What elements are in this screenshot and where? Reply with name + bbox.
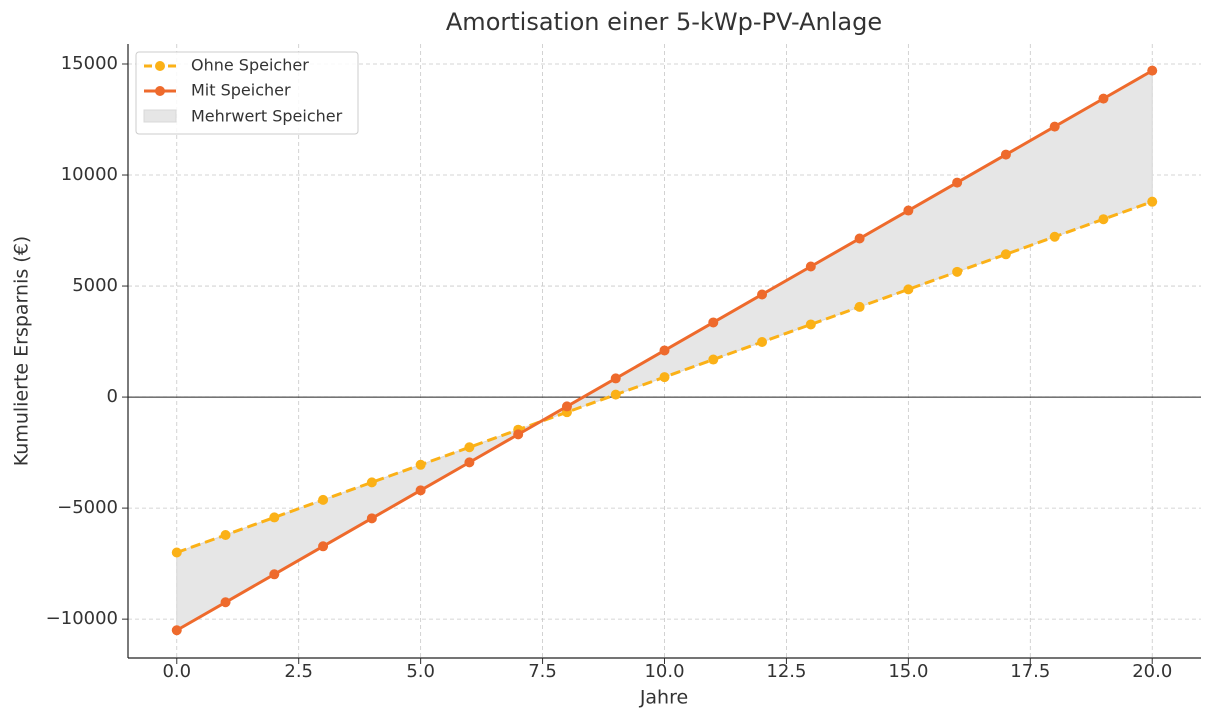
point bbox=[610, 389, 621, 400]
point bbox=[1147, 196, 1158, 207]
x-axis-label: Jahre bbox=[639, 687, 688, 709]
x-tick-label: 20.0 bbox=[1132, 661, 1172, 682]
legend-label: Mit Speicher bbox=[191, 81, 291, 100]
point bbox=[757, 337, 768, 348]
x-tick-label: 0.0 bbox=[162, 661, 191, 682]
legend-label: Mehrwert Speicher bbox=[191, 107, 343, 126]
point bbox=[415, 459, 426, 470]
point bbox=[1147, 65, 1158, 76]
legend-marker bbox=[155, 86, 165, 96]
point bbox=[561, 401, 572, 412]
point bbox=[903, 284, 914, 295]
point bbox=[952, 266, 963, 277]
legend-box bbox=[135, 51, 359, 135]
point bbox=[464, 457, 475, 468]
point bbox=[220, 597, 231, 608]
point bbox=[805, 319, 816, 330]
point bbox=[464, 442, 475, 453]
y-axis-label: Kumulierte Ersparnis (€) bbox=[11, 236, 33, 466]
point bbox=[1000, 249, 1011, 260]
y-tick-label: 15000 bbox=[61, 53, 118, 74]
point bbox=[318, 541, 329, 552]
legend-swatch bbox=[143, 109, 177, 123]
point bbox=[415, 485, 426, 496]
point bbox=[1098, 214, 1109, 225]
x-tick-label: 5.0 bbox=[406, 661, 435, 682]
point bbox=[708, 317, 719, 328]
x-tick-label: 17.5 bbox=[1010, 661, 1050, 682]
point bbox=[1098, 93, 1109, 104]
point bbox=[1049, 231, 1060, 242]
x-tick-label: 7.5 bbox=[528, 661, 557, 682]
point bbox=[269, 569, 280, 580]
point bbox=[708, 354, 719, 365]
y-tick-label: −10000 bbox=[46, 608, 118, 629]
legend-label: Ohne Speicher bbox=[191, 56, 309, 75]
point bbox=[366, 477, 377, 488]
x-tick-label: 2.5 bbox=[284, 661, 313, 682]
point bbox=[659, 372, 670, 383]
y-tick-label: 5000 bbox=[72, 275, 118, 296]
point bbox=[757, 289, 768, 300]
legend-marker bbox=[155, 61, 165, 71]
y-tick-label: 10000 bbox=[61, 164, 118, 185]
point bbox=[318, 494, 329, 505]
point bbox=[269, 512, 280, 523]
point bbox=[805, 261, 816, 272]
y-tick-label: 0 bbox=[107, 386, 118, 407]
point bbox=[854, 301, 865, 312]
point bbox=[659, 345, 670, 356]
point bbox=[171, 625, 182, 636]
chart-title: Amortisation einer 5-kWp-PV-Anlage bbox=[446, 8, 882, 36]
point bbox=[854, 233, 865, 244]
point bbox=[610, 373, 621, 384]
point bbox=[171, 547, 182, 558]
point bbox=[903, 205, 914, 216]
point bbox=[220, 529, 231, 540]
point bbox=[366, 513, 377, 524]
x-tick-label: 10.0 bbox=[644, 661, 684, 682]
point bbox=[513, 429, 524, 440]
x-tick-label: 12.5 bbox=[766, 661, 806, 682]
y-tick-label: −5000 bbox=[57, 497, 118, 518]
point bbox=[1049, 121, 1060, 132]
x-tick-label: 15.0 bbox=[888, 661, 928, 682]
point bbox=[952, 177, 963, 188]
point bbox=[1000, 149, 1011, 160]
